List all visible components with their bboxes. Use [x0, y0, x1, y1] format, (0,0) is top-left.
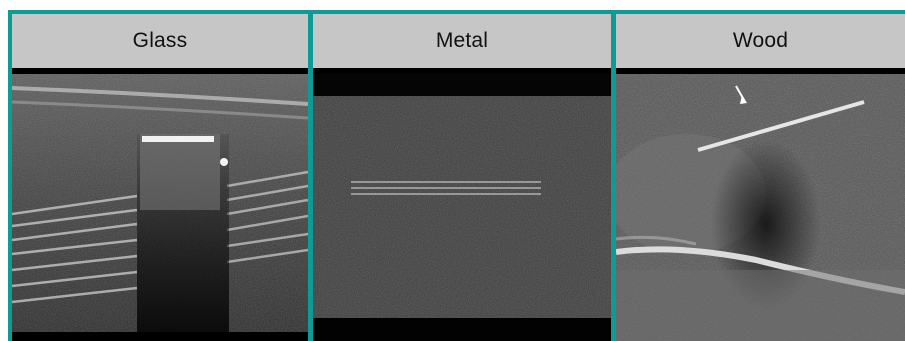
panel-header-wood: Wood: [616, 14, 905, 68]
panel-header-metal: Metal: [313, 14, 611, 68]
panel-header-glass: Glass: [12, 14, 308, 68]
panel-wood: Wood: [616, 14, 905, 341]
ultrasound-image-wood: [616, 74, 905, 341]
panel-metal: Metal: [313, 14, 611, 341]
ultrasound-image-metal: [313, 74, 611, 341]
ultrasound-image-glass: [12, 74, 308, 341]
panel-glass: Glass: [12, 14, 308, 341]
